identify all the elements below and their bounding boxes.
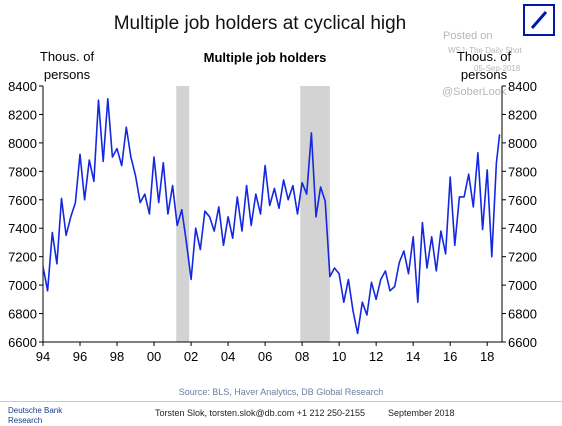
y-tick-label-right: 7800 (508, 164, 537, 179)
watermark-handle: @SoberLook (442, 86, 507, 98)
chart-inner-title: Multiple job holders (204, 50, 327, 65)
y-tick-label-left: 8400 (8, 79, 37, 94)
y-tick-label-left: 7800 (8, 164, 37, 179)
watermark-posted-on: Posted on (443, 30, 493, 42)
footer-divider (0, 401, 562, 402)
axes: 6600 6600 6800 6800 7000 7000 7200 7200 7400 7400… (8, 79, 537, 364)
y-tick-label-left: 7400 (8, 221, 37, 236)
y-tick-label-right: 6800 (508, 307, 537, 322)
y-tick-label-right: 8200 (508, 107, 537, 122)
y-tick-label-right: 7200 (508, 250, 537, 265)
y-tick-label-left: 7200 (8, 250, 37, 265)
y-tick-label-right: 8000 (508, 136, 537, 151)
x-tick-label: 12 (369, 349, 383, 364)
chart-title: Multiple job holders at cyclical high (113, 13, 407, 34)
x-tick-label: 96 (73, 349, 87, 364)
footer-brand: Deutsche Bank Research (8, 406, 62, 426)
x-tick-label: 14 (406, 349, 420, 364)
footer-bank-name: Deutsche Bank (8, 406, 63, 415)
footer-author: Torsten Slok, torsten.slok@db.com +1 212… (155, 408, 366, 418)
logo-slash-icon (530, 11, 548, 29)
y-tick-label-left: 7600 (8, 193, 37, 208)
y-axis-label-left-line2: persons (44, 67, 91, 82)
y-tick-label-left: 8000 (8, 136, 37, 151)
watermark-date: 05-Sep-2018 (474, 64, 521, 73)
series-layer (42, 98, 501, 335)
series-line-1 (42, 98, 501, 335)
x-tick-label: 16 (443, 349, 457, 364)
x-tick-label: 98 (110, 349, 124, 364)
y-tick-label-right: 7000 (508, 278, 537, 293)
y-tick-label-right: 7600 (508, 193, 537, 208)
watermark-source: WSJ: The Daily Shot (448, 46, 522, 55)
deutsche-bank-logo (523, 4, 555, 36)
x-tick-label: 94 (36, 349, 50, 364)
y-tick-label-left: 6800 (8, 307, 37, 322)
x-tick-label: 18 (480, 349, 494, 364)
y-tick-label-left: 7000 (8, 278, 37, 293)
footer-bank-division: Research (8, 416, 43, 425)
x-tick-label: 08 (295, 349, 309, 364)
x-tick-label: 04 (221, 349, 235, 364)
x-tick-label: 06 (258, 349, 272, 364)
source-note: Source: BLS, Haver Analytics, DB Global … (178, 387, 384, 397)
x-tick-label: 02 (184, 349, 198, 364)
y-axis-label-right: Thous. of (457, 49, 512, 64)
y-tick-label-right: 6600 (508, 335, 537, 350)
y-axis-label-left: Thous. of (40, 49, 95, 64)
x-tick-label: 00 (147, 349, 161, 364)
y-tick-label-right: 7400 (508, 221, 537, 236)
y-tick-label-left: 8200 (8, 107, 37, 122)
y-tick-label-left: 6600 (8, 335, 37, 350)
x-tick-label: 10 (332, 349, 346, 364)
y-axis-label-right-line2: persons (461, 67, 508, 82)
y-tick-label-right: 8400 (508, 79, 537, 94)
footer-date: September 2018 (388, 408, 455, 418)
chart-labels: Multiple job holders Thous. of persons T… (40, 49, 512, 82)
